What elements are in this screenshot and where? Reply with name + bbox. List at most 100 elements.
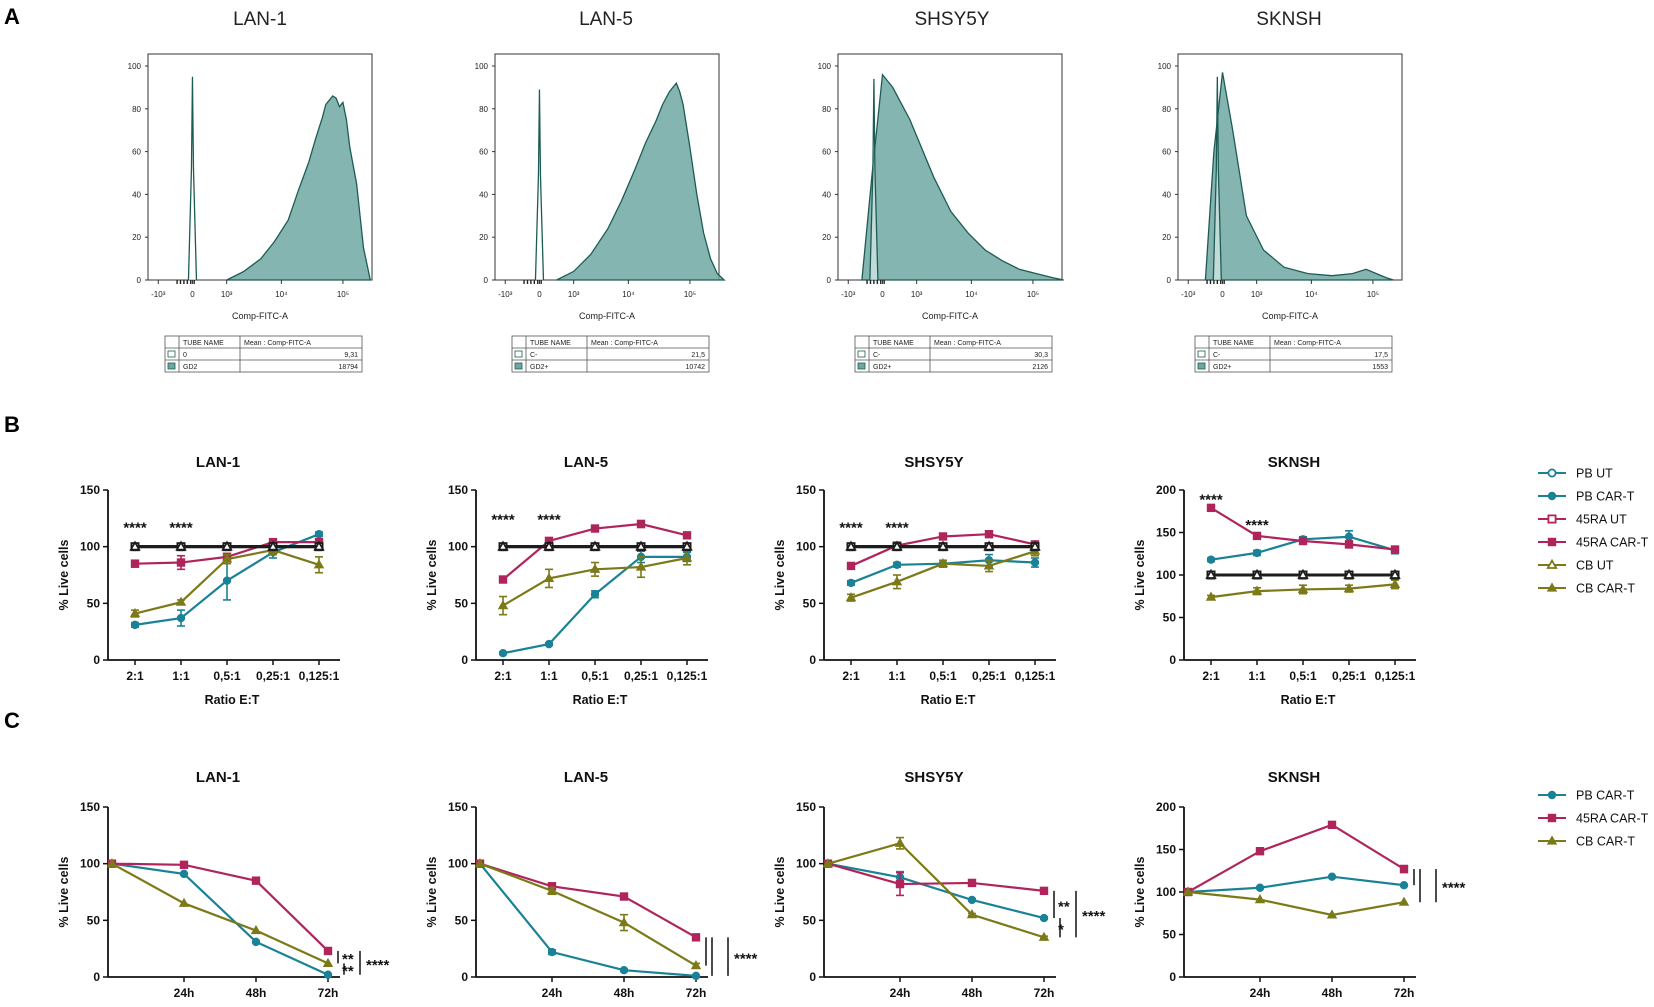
y-tick-label: 60	[132, 148, 141, 157]
x-axis-label: Ratio E:T	[573, 693, 628, 707]
x-axis-label: Comp-FITC-A	[922, 311, 978, 321]
x-tick-label: 0,5:1	[1289, 669, 1317, 683]
significance-label: **	[1058, 898, 1070, 915]
significance-label: **	[342, 951, 354, 968]
data-point	[129, 607, 141, 618]
data-point	[619, 966, 629, 975]
data-point	[1255, 883, 1265, 892]
data-point	[937, 558, 949, 568]
table-mean-value: 2126	[1032, 364, 1048, 371]
legend-marker	[1547, 813, 1557, 823]
significance-stars: ****	[1245, 517, 1269, 534]
y-tick-label: 150	[80, 800, 100, 814]
table-header: Mean : Comp-FITC-A	[1274, 340, 1341, 347]
y-tick-label: 80	[822, 105, 831, 114]
y-tick-label: 100	[128, 62, 142, 71]
series-cb-ut	[129, 540, 325, 551]
data-point	[1039, 886, 1049, 896]
legend-item-cb-car-t: CB CAR-T	[1538, 582, 1635, 596]
series-cb-ut	[1205, 568, 1401, 579]
data-point	[175, 596, 187, 606]
x-tick-label: 10⁵	[1367, 290, 1379, 299]
table-mean-value: 17,5	[1374, 352, 1388, 359]
line-chart-b-sknsh: SKNSH 0 50 100 150 200 2:1 1:1 0,5:1 0,25:1 0,125:…	[1133, 454, 1416, 707]
x-axis-label: Comp-FITC-A	[232, 311, 288, 321]
line-chart-b-lan-1: LAN-1 0 50 100 150 2:1 1:1 0,5:1 0,25:1 0,125:1 % …	[57, 454, 340, 707]
data-point	[983, 560, 995, 570]
significance-stars: ****	[491, 511, 515, 528]
significance-label: ****	[1082, 908, 1106, 925]
y-tick-label: 150	[796, 800, 816, 814]
series-45ra-car-t	[1206, 503, 1400, 554]
data-point	[130, 620, 140, 630]
legend-label: PB UT	[1576, 467, 1613, 481]
y-tick-label: 150	[80, 483, 100, 497]
data-point	[1205, 591, 1217, 601]
y-tick-label: 0	[1169, 653, 1176, 667]
control-peak	[187, 76, 198, 281]
data-point	[1298, 536, 1308, 546]
y-tick-label: 20	[479, 233, 488, 242]
data-point	[474, 858, 486, 868]
x-tick-label: 0	[1220, 290, 1225, 299]
chart-title: LAN-1	[196, 769, 240, 786]
x-tick-label: 0	[880, 290, 885, 299]
y-axis-label: % Live cells	[1133, 540, 1147, 611]
table-swatch	[167, 350, 176, 358]
data-point	[618, 916, 630, 927]
data-point	[984, 529, 994, 539]
legend-label: PB CAR-T	[1576, 789, 1635, 803]
legend-marker	[1546, 558, 1558, 569]
data-point	[179, 860, 189, 870]
data-point	[891, 540, 903, 551]
data-point	[176, 613, 186, 623]
x-axis-label: Comp-FITC-A	[579, 311, 635, 321]
x-tick-label: 10⁴	[275, 290, 288, 299]
data-point	[590, 524, 600, 533]
data-point	[544, 639, 554, 649]
data-point	[967, 895, 977, 905]
table-tube-name: 0	[183, 352, 187, 359]
data-point	[681, 552, 693, 562]
table-border	[1194, 335, 1393, 373]
data-point	[937, 540, 949, 551]
y-tick-label: 50	[455, 596, 469, 610]
x-tick-label: 48h	[614, 986, 635, 1000]
table-swatch	[857, 362, 866, 370]
legend-item-pb-ut: PB UT	[1538, 467, 1613, 481]
series-cb-car-t	[497, 550, 693, 616]
significance-stars: ****	[885, 519, 909, 536]
y-tick-label: 0	[461, 653, 468, 667]
y-tick-label: 80	[479, 105, 488, 114]
x-tick-label: 48h	[962, 986, 983, 1000]
data-point	[267, 540, 279, 551]
data-point	[1030, 558, 1040, 567]
y-tick-label: 0	[461, 970, 468, 984]
data-point	[176, 558, 186, 567]
y-tick-label: 50	[803, 913, 817, 927]
table-mean-value: 1553	[1372, 364, 1388, 371]
x-tick-label: 72h	[1034, 986, 1055, 1000]
table-border	[854, 335, 1053, 373]
x-tick-label: 1:1	[888, 669, 906, 683]
significance-label: ****	[366, 957, 390, 974]
y-axis-label: % Live cells	[57, 857, 71, 928]
stained-population-area	[226, 95, 372, 281]
significance-stars: ****	[839, 519, 863, 536]
y-tick-label: 40	[479, 190, 488, 199]
data-point	[1205, 568, 1217, 579]
data-point	[1251, 585, 1263, 595]
x-tick-label: 1:1	[172, 669, 190, 683]
y-tick-label: 0	[93, 653, 100, 667]
y-tick-label: 100	[1156, 885, 1176, 899]
series-line	[827, 862, 1045, 892]
y-tick-label: 150	[448, 800, 468, 814]
x-tick-label: 48h	[1322, 986, 1343, 1000]
data-point	[1252, 531, 1262, 541]
x-tick-label: 0	[537, 290, 542, 299]
data-point	[1399, 881, 1409, 890]
data-point	[635, 561, 647, 571]
data-point	[221, 540, 233, 551]
data-point	[845, 540, 857, 551]
